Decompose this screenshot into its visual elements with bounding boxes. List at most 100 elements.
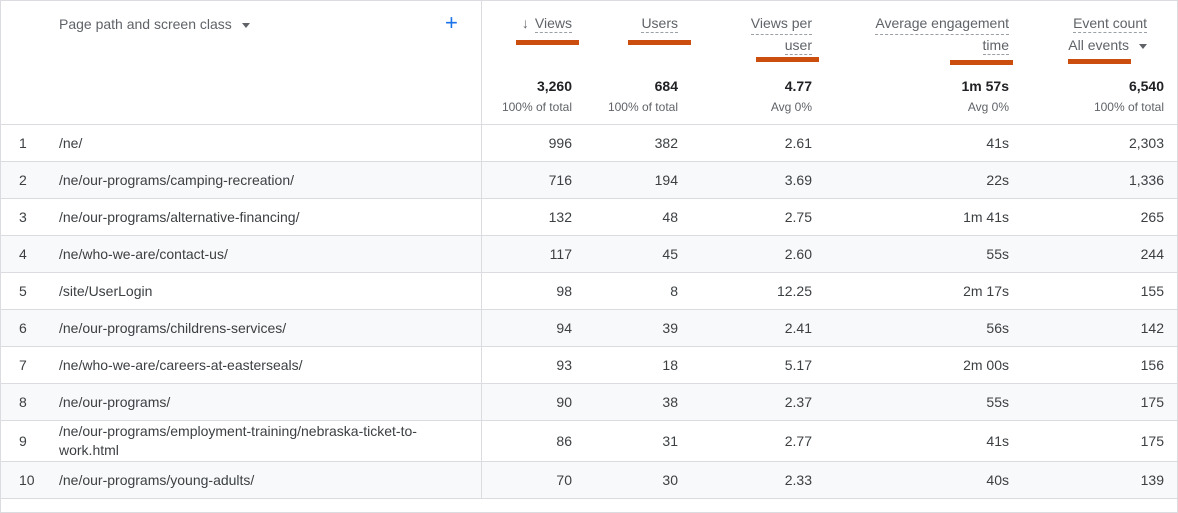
views-per-user-cell: 12.25 <box>776 283 812 299</box>
page-path-link[interactable]: /site/UserLogin <box>59 282 153 299</box>
page-path-link[interactable]: /ne/our-programs/ <box>59 393 171 410</box>
dimension-label: Page path and screen class <box>59 16 232 32</box>
row-number: 2 <box>19 172 27 188</box>
users-total-sub: 100% of total <box>607 100 678 114</box>
users-cell: 38 <box>662 394 678 410</box>
views-cell: 86 <box>556 433 572 449</box>
views-cell: 117 <box>549 246 572 262</box>
views-cell: 90 <box>556 394 572 410</box>
views-per-user-cell: 2.41 <box>784 320 812 336</box>
avg-engagement-cell: 40s <box>986 472 1009 488</box>
table-row[interactable]: 10/ne/our-programs/young-adults/70 30 2.33… <box>1 462 1177 499</box>
avg-engagement-label-line1: Average engagement <box>875 13 1009 35</box>
table-row[interactable]: 5/site/UserLogin 98 8 12.25 2m 17s 155 <box>1 273 1177 310</box>
caret-down-icon <box>241 22 250 28</box>
table-row[interactable]: 1/ne/996 382 2.61 41s 2,303 <box>1 125 1177 162</box>
views-per-user-cell: 2.77 <box>784 433 812 449</box>
event-count-cell: 1,336 <box>1128 172 1164 188</box>
views-column-header[interactable]: ↓ Views <box>522 13 572 33</box>
views-per-user-underline <box>756 57 819 62</box>
users-cell: 194 <box>654 172 678 188</box>
views-per-user-label-line1: Views per <box>750 13 812 35</box>
event-count-cell: 156 <box>1140 357 1164 373</box>
column-divider <box>481 125 482 161</box>
views-per-user-cell: 3.69 <box>784 172 812 188</box>
views-cell: 716 <box>548 172 572 188</box>
views-cell: 132 <box>548 209 572 225</box>
event-count-total-sub: 100% of total <box>1093 100 1164 114</box>
arrow-down-icon: ↓ <box>521 15 529 31</box>
row-number: 4 <box>19 246 27 262</box>
views-per-user-column-header[interactable]: Views per user <box>750 13 812 55</box>
row-number: 1 <box>19 135 27 151</box>
table-body: 1/ne/996 382 2.61 41s 2,303 2/ne/our-programs… <box>1 125 1177 499</box>
event-count-cell: 142 <box>1140 320 1164 336</box>
views-per-user-cell: 2.33 <box>784 472 812 488</box>
page-path-link[interactable]: /ne/who-we-are/contact-us/ <box>59 245 228 262</box>
row-number: 10 <box>19 472 35 488</box>
column-divider <box>481 162 482 198</box>
views-underline <box>516 40 579 45</box>
views-per-user-cell: 2.37 <box>784 394 812 410</box>
event-count-column-header[interactable]: Event count <box>1073 13 1147 33</box>
avg-engagement-cell: 2m 17s <box>963 283 1009 299</box>
dimension-selector[interactable]: Page path and screen class <box>59 16 250 32</box>
users-cell: 48 <box>662 209 678 225</box>
views-per-user-cell: 2.75 <box>784 209 812 225</box>
dimension-column-header: Page path and screen class + <box>1 1 482 124</box>
users-underline <box>628 40 691 45</box>
table-header: Page path and screen class + ↓ Views User… <box>1 1 1177 125</box>
views-per-user-total: 4.77 <box>784 78 812 94</box>
avg-engagement-cell: 2m 00s <box>963 357 1009 373</box>
column-divider <box>481 384 482 420</box>
views-per-user-cell: 2.60 <box>784 246 812 262</box>
users-header-label: Users <box>641 15 678 33</box>
avg-engagement-cell: 56s <box>986 320 1009 336</box>
page-path-link[interactable]: /ne/our-programs/childrens-services/ <box>59 319 287 336</box>
views-total-sub: 100% of total <box>501 100 572 114</box>
event-count-cell: 175 <box>1140 433 1164 449</box>
event-filter-dropdown[interactable]: All events <box>1068 37 1147 53</box>
plus-icon[interactable]: + <box>445 10 458 35</box>
column-divider <box>481 347 482 383</box>
views-cell: 93 <box>556 357 572 373</box>
event-filter-label: All events <box>1068 37 1129 53</box>
avg-engagement-underline <box>950 60 1013 65</box>
table-row[interactable]: 9/ne/our-programs/employment-training/ne… <box>1 421 1177 462</box>
page-path-link[interactable]: /ne/our-programs/alternative-financing/ <box>59 208 300 225</box>
column-divider <box>481 421 482 461</box>
avg-engagement-cell: 22s <box>986 172 1009 188</box>
users-cell: 382 <box>654 135 678 151</box>
table-row[interactable]: 6/ne/our-programs/childrens-services/94 3… <box>1 310 1177 347</box>
page-path-link[interactable]: /ne/our-programs/employment-training/neb… <box>59 423 417 458</box>
avg-engagement-cell: 41s <box>986 433 1009 449</box>
table-row[interactable]: 7/ne/who-we-are/careers-at-easterseals/9… <box>1 347 1177 384</box>
page-path-link[interactable]: /ne/our-programs/camping-recreation/ <box>59 171 294 188</box>
table-row[interactable]: 3/ne/our-programs/alternative-financing/… <box>1 199 1177 236</box>
page-path-link[interactable]: /ne/our-programs/young-adults/ <box>59 471 255 488</box>
avg-engagement-column-header[interactable]: Average engagement time <box>875 13 1009 55</box>
caret-down-icon <box>1139 43 1147 49</box>
users-cell: 39 <box>662 320 678 336</box>
views-per-user-total-sub: Avg 0% <box>770 100 812 114</box>
event-count-underline <box>1068 59 1131 64</box>
row-number: 3 <box>19 209 27 225</box>
event-count-cell: 139 <box>1140 472 1164 488</box>
table-row[interactable]: 4/ne/who-we-are/contact-us/117 45 2.60 55s 2… <box>1 236 1177 273</box>
table-row[interactable]: 2/ne/our-programs/camping-recreation/716… <box>1 162 1177 199</box>
views-per-user-label-line2: user <box>784 37 812 55</box>
page-path-link[interactable]: /ne/who-we-are/careers-at-easterseals/ <box>59 356 303 373</box>
row-number: 7 <box>19 357 27 373</box>
users-cell: 31 <box>662 433 678 449</box>
views-total: 3,260 <box>536 78 572 94</box>
views-header-label: Views <box>534 15 572 33</box>
views-cell: 70 <box>556 472 572 488</box>
page-path-link[interactable]: /ne/ <box>59 134 83 151</box>
avg-engagement-total: 1m 57s <box>961 78 1009 94</box>
users-column-header[interactable]: Users <box>641 13 678 33</box>
users-cell: 18 <box>662 357 678 373</box>
avg-engagement-cell: 55s <box>986 394 1009 410</box>
table-row[interactable]: 8/ne/our-programs/90 38 2.37 55s 175 <box>1 384 1177 421</box>
column-divider <box>481 273 482 309</box>
